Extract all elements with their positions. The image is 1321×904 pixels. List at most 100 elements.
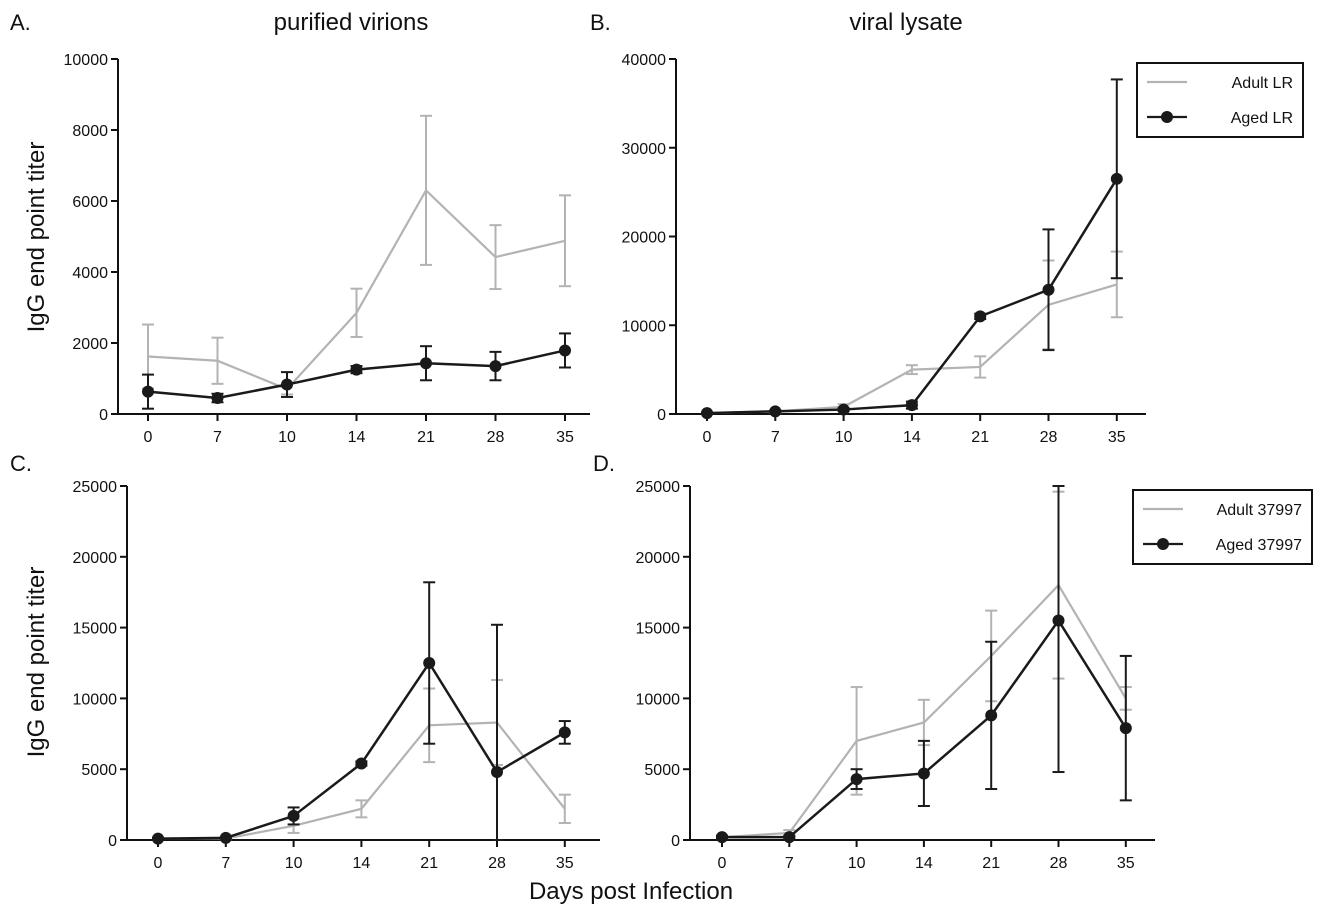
chart-panel-1: A. purified virions 0 2000 4000 6000 8000 10000…	[10, 9, 590, 446]
y-tick-label: 15000	[73, 621, 118, 638]
x-tick-label: 7	[221, 855, 230, 872]
y-tick-label: 10000	[64, 52, 109, 69]
data-point	[917, 767, 930, 780]
panel-letter: C.	[10, 451, 32, 476]
series-line	[706, 178, 1118, 415]
data-point	[701, 407, 713, 420]
chart-panel-2: B. viral lysate 0 10000 20000 30000 40000 0 7 10 1…	[590, 9, 1304, 446]
x-tick-label: 0	[154, 855, 163, 872]
data-point	[837, 403, 850, 416]
panel-letter: A.	[10, 10, 31, 35]
series-line	[147, 188, 566, 391]
y-tick-label: 4000	[72, 265, 108, 282]
y-tick-label: 8000	[72, 123, 108, 140]
x-tick-label: 28	[488, 855, 506, 872]
y-tick-label: 40000	[622, 52, 667, 69]
legend-label: Aged 37997	[1216, 537, 1302, 554]
x-tick-label: 10	[848, 855, 866, 872]
y-axis-title-bottom: IgG end point titer	[23, 567, 50, 758]
x-tick-label: 35	[556, 429, 574, 446]
data-point	[850, 773, 863, 786]
data-point	[558, 726, 571, 739]
y-tick-label: 20000	[636, 550, 681, 567]
y-tick-label: 30000	[622, 141, 667, 158]
series-aged	[716, 485, 1132, 844]
panels: A. purified virions0200040006000800010000…	[10, 9, 1313, 872]
x-tick-label: 21	[417, 429, 435, 446]
chart-panel-4: D. 0 5000 10000 15000 20000 25000 0 7 10 14 21 28 35 A…	[593, 451, 1313, 872]
x-tick-label: 7	[213, 429, 222, 446]
x-tick-label: 10	[278, 429, 296, 446]
data-point	[219, 831, 232, 844]
data-point	[152, 832, 164, 845]
data-point	[559, 344, 571, 357]
data-point	[783, 831, 796, 844]
legend-marker	[1161, 111, 1173, 123]
series-line	[158, 721, 566, 840]
legend-label: Adult 37997	[1217, 502, 1303, 519]
series-adult	[142, 114, 571, 396]
data-point	[985, 709, 998, 722]
y-tick-label: 20000	[73, 550, 118, 567]
x-tick-label: 21	[420, 855, 438, 872]
data-point	[142, 385, 154, 398]
data-point	[1110, 172, 1123, 185]
panel-title: purified virions	[274, 9, 429, 36]
y-tick-label: 10000	[73, 691, 118, 708]
chart-panel-3: C. 0 5000 10000 15000 20000 25000 0 7 10 14 21 28 35	[10, 451, 600, 872]
x-tick-label: 14	[903, 429, 921, 446]
legend-label: Aged LR	[1231, 110, 1293, 127]
data-point	[769, 405, 782, 418]
data-point	[905, 399, 918, 412]
data-point	[350, 363, 363, 376]
legend-box	[1132, 489, 1313, 565]
data-point	[1052, 614, 1065, 627]
legend-marker	[1157, 538, 1169, 550]
x-tick-label: 14	[915, 855, 933, 872]
y-tick-label: 2000	[72, 336, 108, 353]
y-tick-label: 5000	[81, 762, 117, 779]
x-tick-label: 7	[785, 855, 794, 872]
data-point	[287, 809, 300, 822]
data-point	[355, 757, 368, 770]
y-tick-label: 6000	[72, 194, 108, 211]
x-tick-label: 14	[348, 429, 366, 446]
y-tick-label: 20000	[622, 230, 667, 247]
y-tick-label: 5000	[644, 762, 680, 779]
x-tick-label: 35	[556, 855, 574, 872]
x-tick-label: 28	[1040, 429, 1058, 446]
series-aged	[152, 581, 571, 845]
y-tick-label: 10000	[622, 318, 667, 335]
data-point	[420, 357, 432, 370]
legend: Adult 37997 Aged 37997	[1132, 489, 1313, 565]
x-tick-label: 7	[771, 429, 780, 446]
x-tick-label: 28	[1050, 855, 1068, 872]
y-tick-label: 15000	[636, 621, 681, 638]
data-point	[489, 360, 502, 373]
x-tick-label: 0	[144, 429, 153, 446]
series-aged	[142, 332, 571, 410]
data-point	[281, 378, 293, 391]
panel-letter: B.	[590, 10, 611, 35]
legend: Adult LR Aged LR	[1136, 62, 1304, 138]
x-tick-label: 28	[487, 429, 505, 446]
panel-title: viral lysate	[849, 9, 962, 36]
y-tick-label: 25000	[73, 479, 118, 496]
legend-box	[1136, 62, 1304, 138]
y-tick-label: 0	[108, 833, 117, 850]
x-tick-label: 10	[835, 429, 853, 446]
x-tick-label: 0	[718, 855, 727, 872]
y-tick-label: 0	[657, 407, 666, 424]
x-axis-title: Days post Infection	[529, 878, 733, 904]
x-tick-label: 0	[703, 429, 712, 446]
y-axis-title-top: IgG end point titer	[23, 142, 50, 333]
panel-letter: D.	[593, 451, 615, 476]
y-tick-label: 0	[671, 833, 680, 850]
data-point	[974, 310, 987, 323]
series-adult	[701, 250, 1123, 415]
x-tick-label: 10	[285, 855, 303, 872]
x-tick-label: 35	[1117, 855, 1135, 872]
series-aged	[701, 78, 1123, 420]
data-point	[423, 657, 436, 669]
